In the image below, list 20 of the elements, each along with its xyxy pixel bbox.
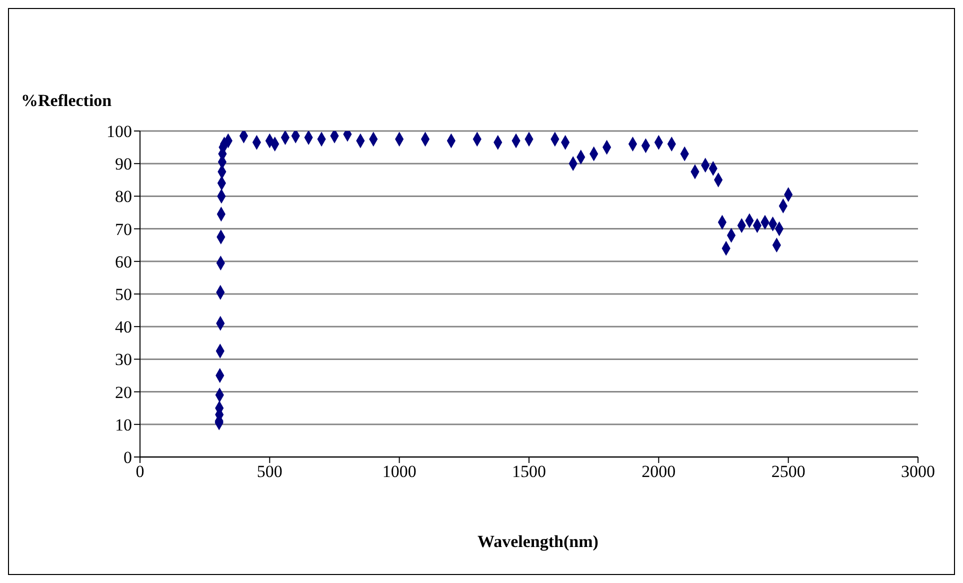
- x-axis-title: Wavelength(nm): [476, 532, 600, 552]
- x-tick-label: 2000: [642, 462, 676, 482]
- y-tick-label: 80: [115, 187, 132, 206]
- y-tick-label: 20: [115, 382, 132, 402]
- y-tick-label: 50: [115, 285, 132, 304]
- y-tick-label: 60: [115, 252, 132, 272]
- x-tick-label: 500: [256, 462, 282, 482]
- y-tick-label: 0: [124, 448, 132, 468]
- x-tick-label: 3000: [901, 462, 935, 482]
- x-tick-label: 1000: [382, 462, 416, 482]
- y-tick-label: 40: [115, 318, 132, 337]
- x-tick-label: 0: [136, 462, 144, 482]
- y-tick-label: 30: [115, 350, 132, 370]
- x-tick-label: 2500: [771, 462, 806, 482]
- y-tick-label: 10: [115, 415, 132, 434]
- y-tick-label: 70: [115, 220, 132, 239]
- y-axis-title: %Reflection: [21, 91, 112, 111]
- y-tick-label: 100: [106, 122, 132, 142]
- x-tick-label: 1500: [512, 462, 546, 482]
- y-tick-label: 90: [115, 154, 132, 174]
